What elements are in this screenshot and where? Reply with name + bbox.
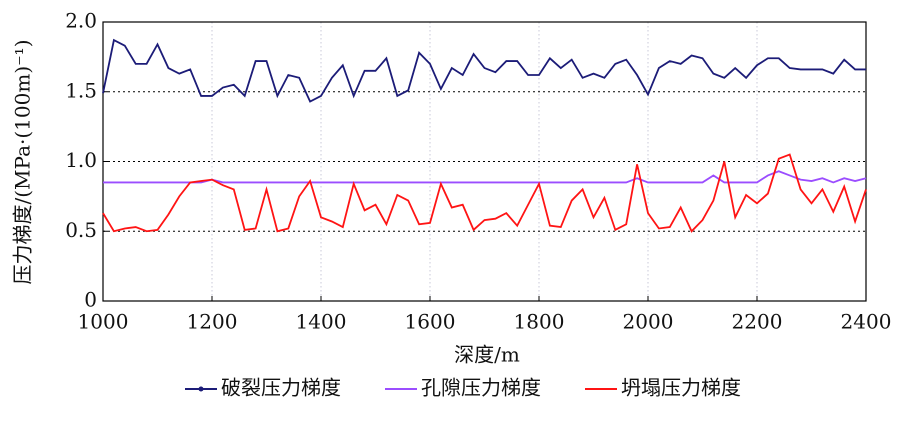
y-tick-label: 2.0 — [65, 9, 97, 33]
y-tick-label: 0.5 — [65, 218, 97, 242]
x-tick-label: 1600 — [405, 310, 456, 334]
x-tick-label: 2200 — [732, 310, 783, 334]
x-tick-label: 1800 — [514, 310, 565, 334]
legend-marker — [198, 386, 204, 392]
x-tick-label: 1400 — [296, 310, 347, 334]
legend-label: 坍塌压力梯度 — [621, 376, 741, 400]
x-tick-label: 1000 — [78, 310, 129, 334]
x-tick-label: 2400 — [841, 310, 892, 334]
legend-label: 破裂压力梯度 — [221, 376, 341, 400]
line-series — [103, 170, 867, 184]
x-axis-label: 深度/m — [454, 343, 520, 367]
x-tick-label: 2000 — [623, 310, 674, 334]
legend-label: 孔隙压力梯度 — [421, 376, 541, 400]
line-series — [102, 153, 867, 233]
y-axis-label: 压力梯度/(MPa·(100m)⁻¹) — [11, 40, 35, 285]
y-tick-label: 1.0 — [65, 148, 97, 172]
line-series — [102, 38, 866, 103]
x-tick-label: 1200 — [187, 310, 238, 334]
plot-frame — [102, 21, 867, 302]
y-tick-label: 1.5 — [65, 78, 97, 102]
y-tick-label: 0 — [84, 288, 97, 312]
